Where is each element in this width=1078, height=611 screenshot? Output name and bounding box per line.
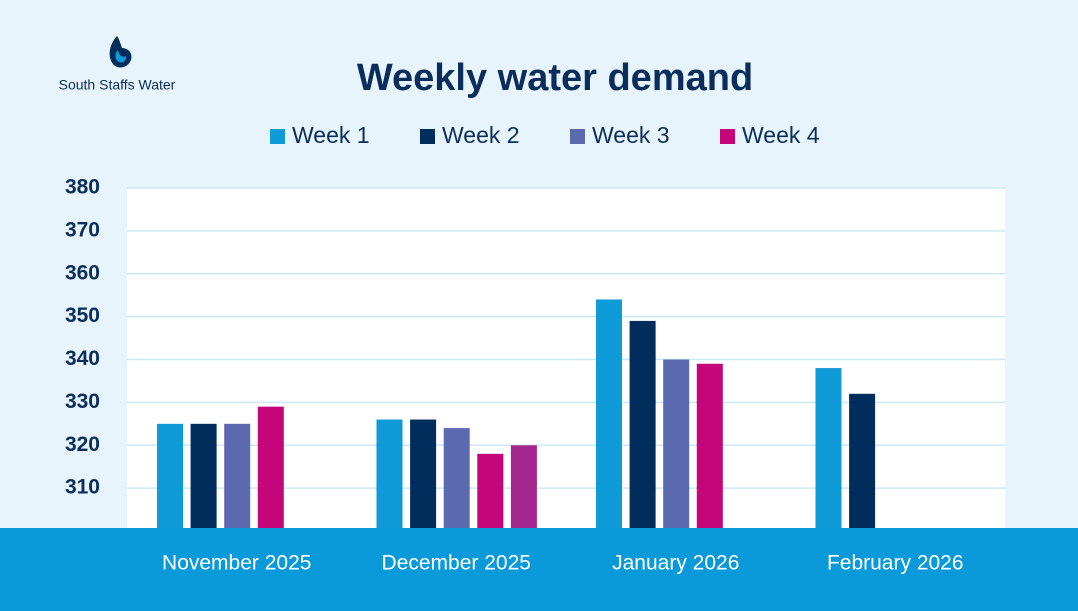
logo-text: South Staffs Water [59,77,176,93]
bar [629,320,656,531]
y-tick-label: 340 [65,347,100,370]
legend-swatch [420,129,435,144]
bar [815,368,842,531]
legend-label: Week 3 [592,122,670,148]
bar [477,453,504,531]
bar [190,423,217,531]
bar [510,445,537,531]
y-tick-label: 350 [65,304,100,327]
chart-title: Weekly water demand [357,57,753,99]
legend-label: Week 2 [442,122,520,148]
legend-swatch [720,129,735,144]
y-tick-label: 310 [65,476,100,499]
x-tick-label: December 2025 [382,552,531,575]
bar [663,359,690,531]
y-tick-label: 370 [65,218,100,241]
legend-label: Week 1 [292,122,370,148]
y-tick-label: 360 [65,261,100,284]
bar [157,423,183,531]
legend-swatch [270,129,285,144]
bar [696,363,723,531]
bar [257,406,284,531]
x-tick-label: November 2025 [162,552,311,575]
y-tick-label: 330 [65,390,100,413]
legend-swatch [570,129,585,144]
legend-label: Week 4 [742,122,820,148]
bar [443,428,470,531]
x-tick-label: February 2026 [827,552,964,575]
bar [410,419,437,531]
bar [224,423,251,531]
category-band [0,528,1078,611]
logo-wave [115,50,127,63]
bar [596,299,622,531]
bar [849,393,876,531]
x-tick-label: January 2026 [612,552,739,575]
logo-drop [109,36,132,68]
bar [376,419,403,531]
y-tick-label: 320 [65,433,100,456]
y-tick-label: 380 [65,176,100,199]
logo: South Staffs Water [59,36,176,93]
